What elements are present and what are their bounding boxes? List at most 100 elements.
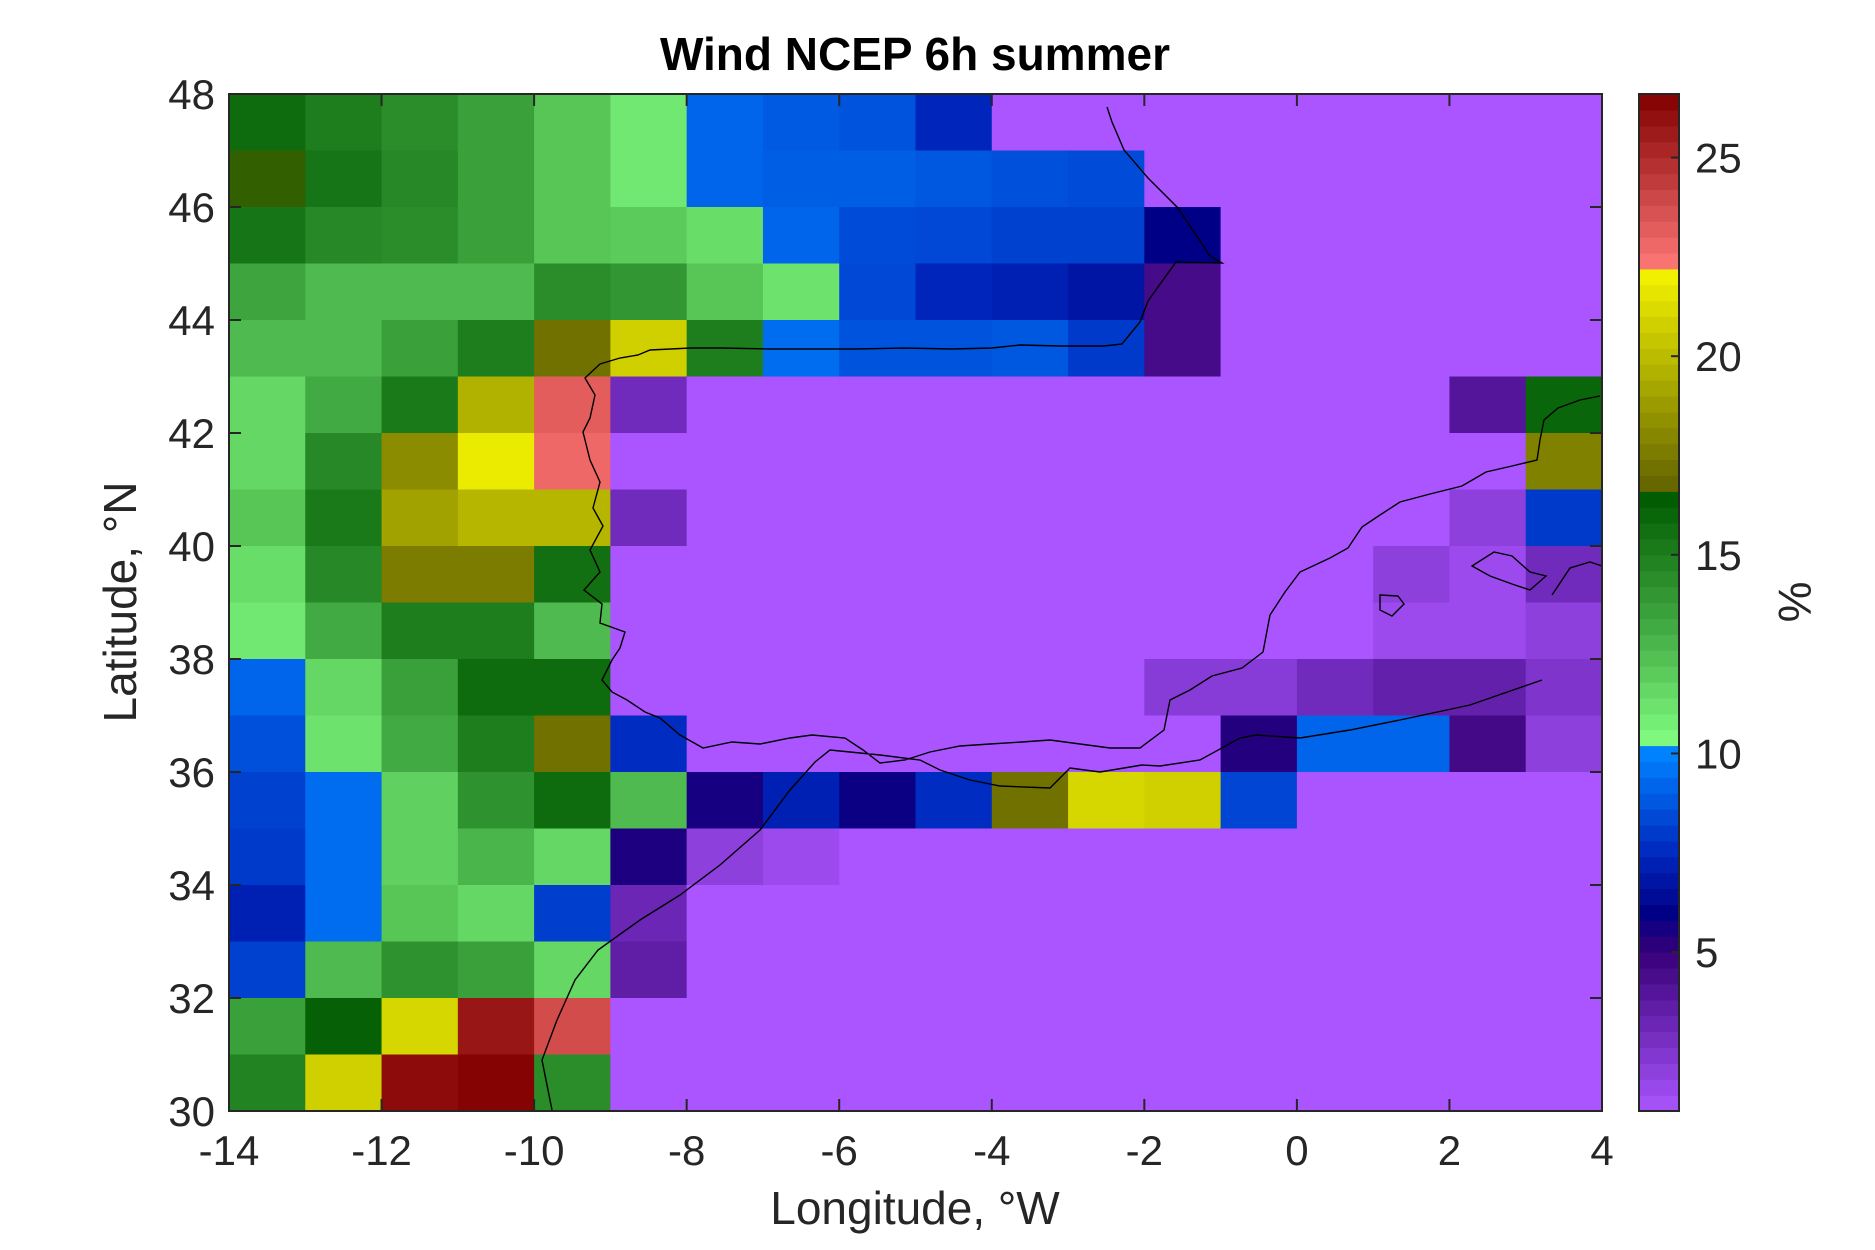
heatmap-cell (1296, 772, 1374, 830)
heatmap-cell (381, 94, 459, 152)
colorbar-swatch (1639, 364, 1679, 381)
heatmap-cell (686, 376, 764, 434)
colorbar: 5 10 15 20 25 (1638, 93, 1742, 1112)
heatmap-cell (1220, 320, 1298, 378)
colorbar-swatch (1639, 411, 1679, 429)
heatmap-cell (1525, 772, 1602, 830)
heatmap-cell (534, 998, 611, 1056)
colorbar-swatch (1639, 316, 1679, 333)
heatmap-cell (1373, 320, 1451, 378)
heatmap-cell (229, 320, 306, 378)
heatmap-cell (381, 376, 459, 434)
heatmap-cell (1449, 885, 1527, 943)
heatmap-cell (305, 885, 383, 943)
colorbar-swatch (1639, 904, 1679, 921)
heatmap-cell (1296, 263, 1374, 321)
colorbar-swatch (1639, 745, 1679, 763)
heatmap-cell (1449, 150, 1527, 208)
heatmap-cell (762, 772, 840, 830)
heatmap-cell (762, 433, 840, 491)
heatmap-cell (915, 433, 993, 491)
heatmap-cell (915, 150, 993, 208)
heatmap-cell (1525, 150, 1602, 208)
heatmap-cell (229, 1054, 306, 1111)
colorbar-tick-label: 25 (1695, 135, 1742, 182)
colorbar-swatch (1639, 173, 1679, 190)
heatmap-cell (991, 320, 1069, 378)
heatmap-cell (457, 659, 535, 717)
heatmap-cell (1220, 998, 1298, 1056)
colorbar-swatch (1639, 681, 1679, 699)
colorbar-swatch (1639, 427, 1679, 445)
colorbar-swatch (1639, 634, 1679, 651)
heatmap-cell (1296, 376, 1374, 434)
heatmap-cell (839, 489, 917, 547)
heatmap-cell (839, 150, 917, 208)
colorbar-swatch (1639, 840, 1679, 858)
heatmap-cell (1525, 659, 1602, 717)
heatmap-cell (839, 376, 917, 434)
colorbar-swatch (1639, 380, 1679, 397)
heatmap-cell (1144, 433, 1222, 491)
heatmap-cell (839, 941, 917, 999)
heatmap-cell (915, 941, 993, 999)
heatmap-cell (534, 885, 611, 943)
colorbar-swatch (1639, 332, 1679, 349)
y-tick-label: 30 (168, 1088, 215, 1135)
colorbar-tick-label: 15 (1695, 532, 1742, 579)
heatmap-cell (1373, 94, 1451, 152)
heatmap-cell (610, 263, 688, 321)
heatmap-cell (762, 1054, 840, 1111)
heatmap-cell (1296, 94, 1374, 152)
heatmap-cell (457, 207, 535, 265)
heatmap-cell (915, 828, 993, 886)
colorbar-swatch (1639, 824, 1679, 842)
heatmap-cell (762, 207, 840, 265)
colorbar-swatch (1639, 300, 1679, 318)
heatmap-cell (457, 828, 535, 886)
heatmap-cell (457, 941, 535, 999)
heatmap-cell (1144, 376, 1222, 434)
heatmap-cell (991, 998, 1069, 1056)
heatmap-cell (534, 546, 611, 604)
heatmap-cell (1068, 659, 1145, 717)
heatmap-cell (1373, 263, 1451, 321)
heatmap-cell (762, 94, 840, 152)
heatmap-cell (610, 376, 688, 434)
heatmap-cell (839, 1054, 917, 1111)
heatmap-cell (1525, 998, 1602, 1056)
heatmap-cell (1220, 1054, 1298, 1111)
heatmap-cell (1525, 885, 1602, 943)
heatmap-cell (762, 715, 840, 773)
heatmap-cell (762, 828, 840, 886)
x-tick-label: -14 (199, 1127, 260, 1174)
heatmap-cell (610, 489, 688, 547)
heatmap-cell (1220, 546, 1298, 604)
heatmap-cell (686, 207, 764, 265)
x-axis-label: Longitude, °W (770, 1182, 1060, 1234)
colorbar-swatch (1639, 395, 1679, 413)
heatmap-cell (686, 1054, 764, 1111)
colorbar-tick-label: 5 (1695, 929, 1718, 976)
heatmap-cell (762, 998, 840, 1056)
heatmap-cell (1144, 150, 1222, 208)
colorbar-swatch (1639, 538, 1679, 556)
heatmap-cell (1220, 150, 1298, 208)
heatmap-cell (457, 150, 535, 208)
heatmap-cell (1525, 376, 1602, 434)
colorbar-swatch (1639, 602, 1679, 619)
heatmap-cell (381, 150, 459, 208)
heatmap-cell (305, 998, 383, 1056)
heatmap-cell (915, 489, 993, 547)
heatmap-cell (686, 433, 764, 491)
heatmap-cell (381, 602, 459, 660)
heatmap-cell (1296, 1054, 1374, 1111)
heatmap-cell (381, 715, 459, 773)
heatmap-cell (1449, 94, 1527, 152)
colorbar-swatch (1639, 793, 1679, 810)
heatmap-cell (839, 263, 917, 321)
heatmap-cell (1296, 602, 1374, 660)
y-tick-label: 44 (168, 297, 215, 344)
heatmap-cell (381, 320, 459, 378)
heatmap-cell (534, 94, 611, 152)
